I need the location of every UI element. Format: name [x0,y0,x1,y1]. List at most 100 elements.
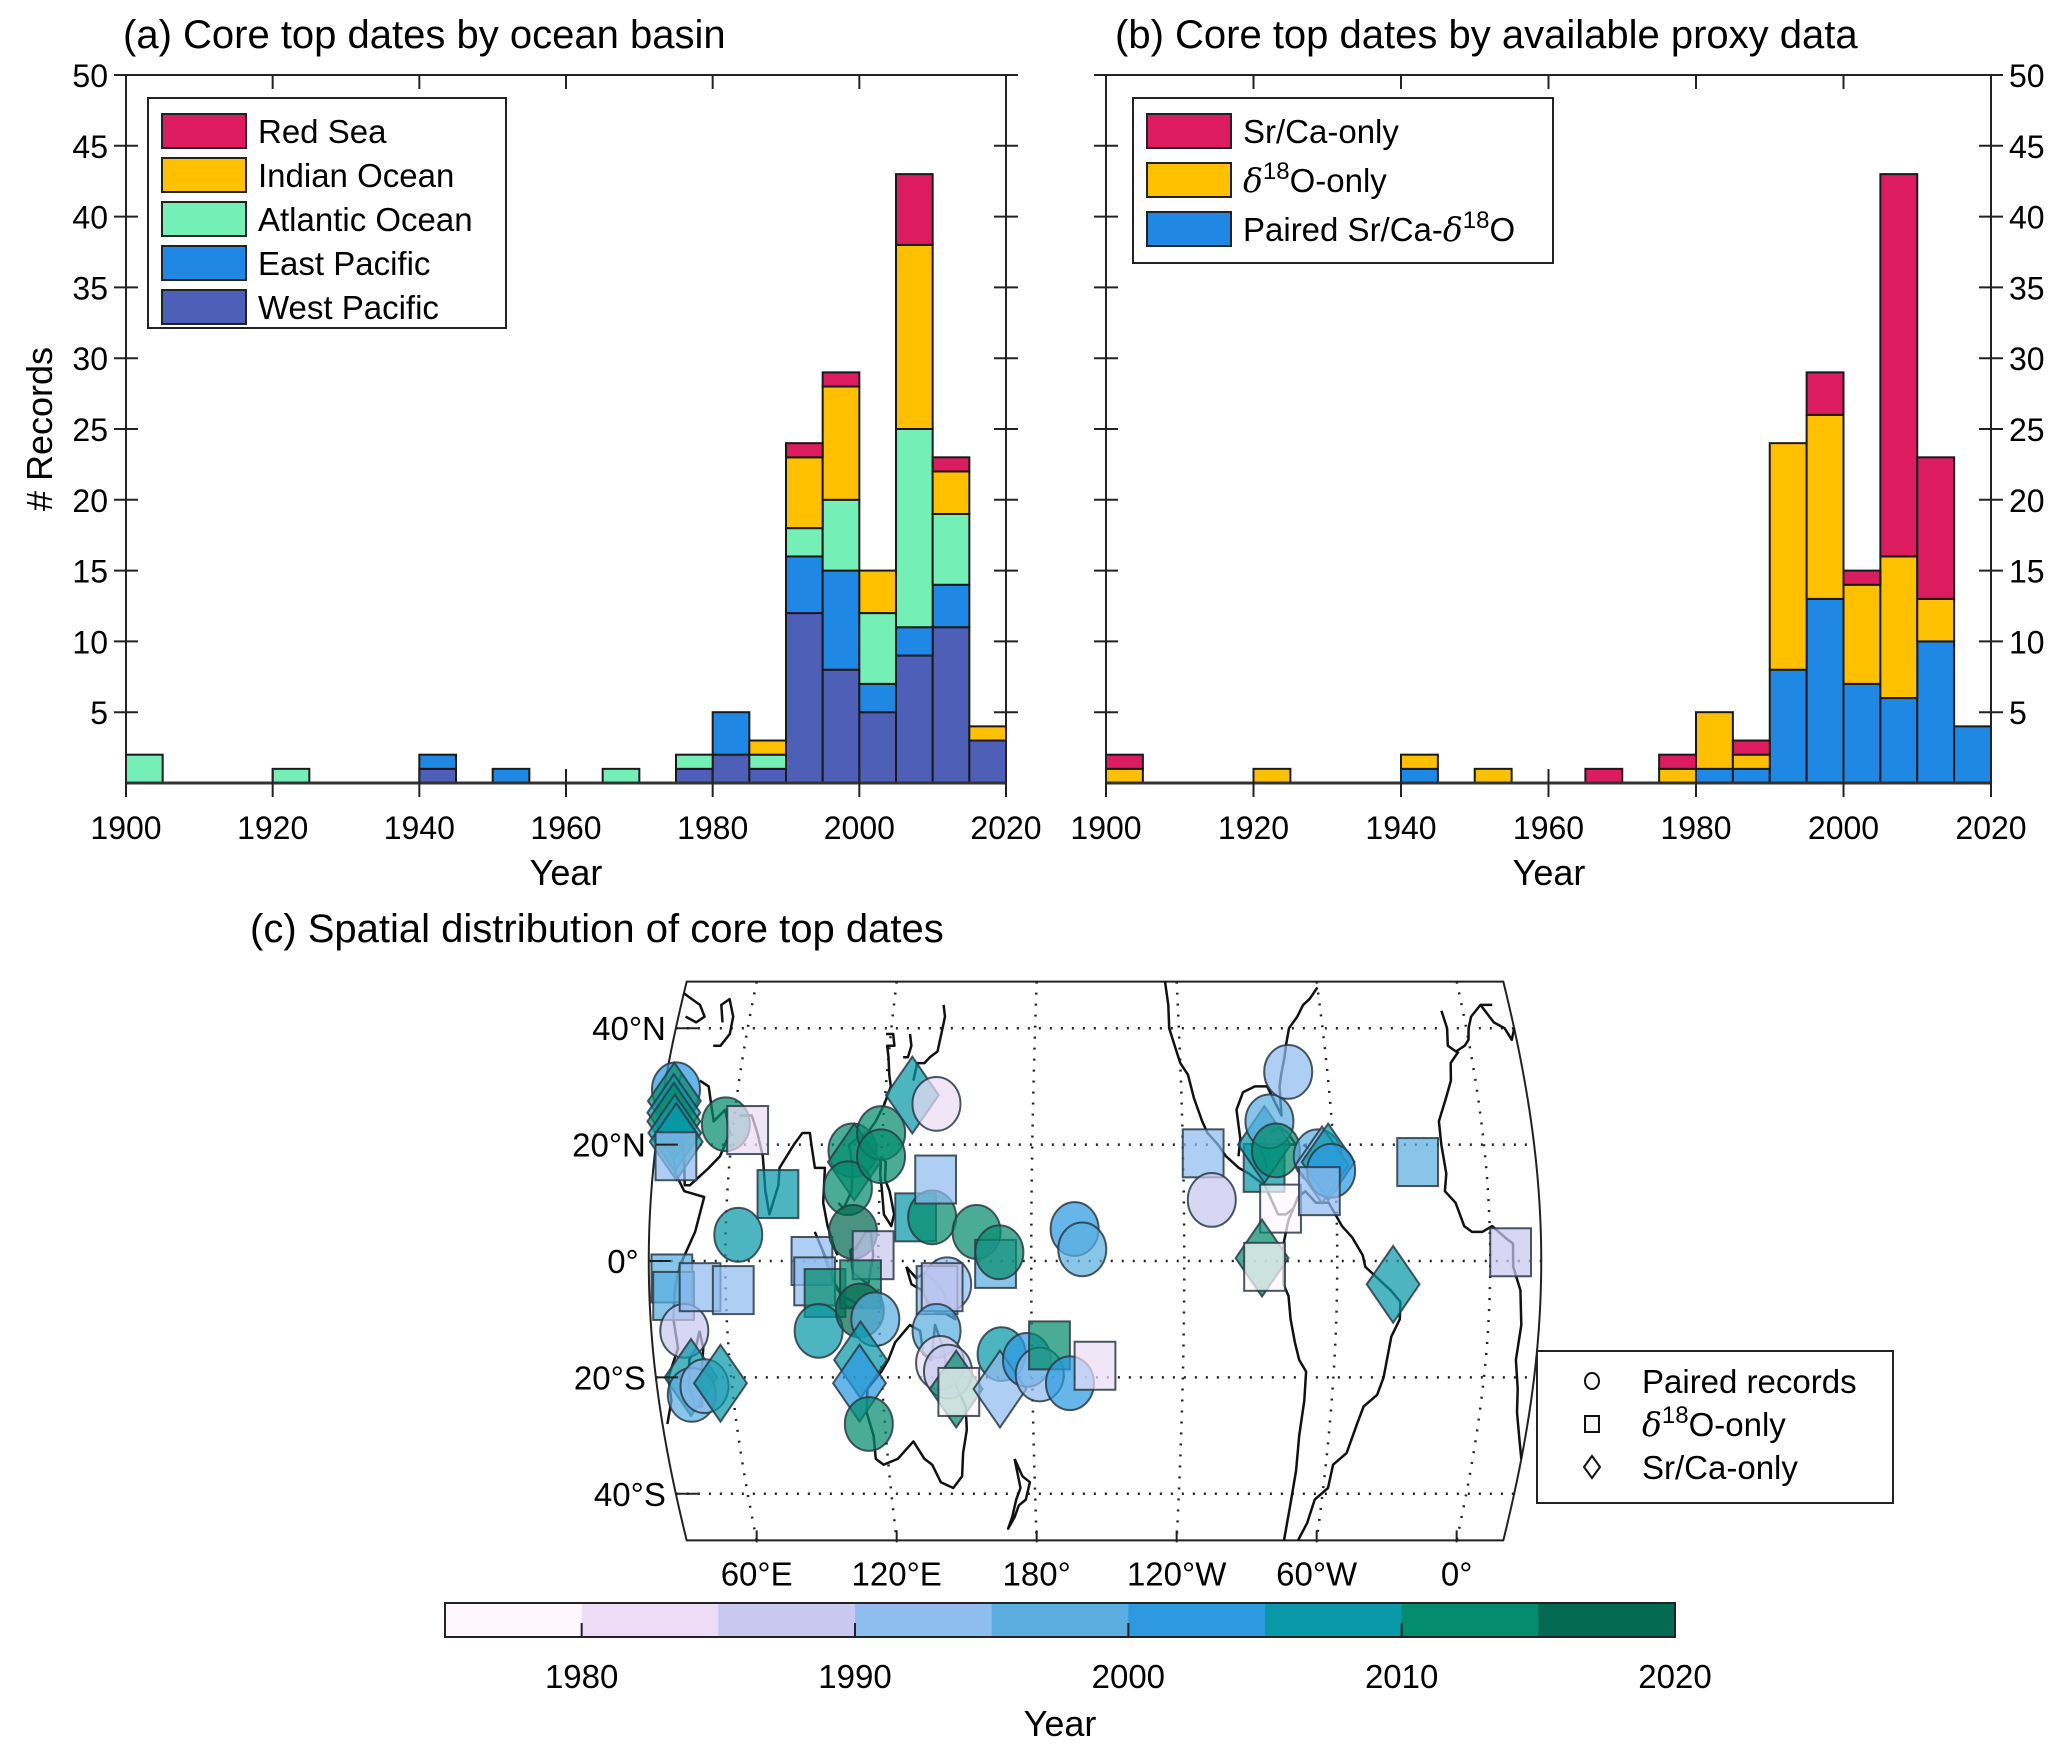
bar--18o-only-1985 [1731,753,1771,770]
colorbar-segment [1401,1603,1539,1637]
x-tick-label: 1900 [90,810,161,846]
y-tick-label: 25 [2009,412,2045,448]
legend-square-icon [1584,1415,1600,1433]
bar-red-sea-1990 [785,442,824,459]
bar-indian-ocean-2000 [858,569,897,615]
bar--18o-only-1900 [1105,767,1144,785]
panel-a-axes: 1900 1920 1940 1960 1980 2000 2020 5 10 15 20 25 30 3… [72,58,1041,846]
bar--18o-only-1920 [1252,767,1292,785]
lon-label: 120°W [1127,1555,1227,1592]
lon-label: 0° [1441,1555,1473,1592]
bar-atlantic-ocean-1990 [785,527,824,558]
bar-east-pacific-1940 [418,753,458,770]
point-d18o-only [1297,1166,1341,1217]
lat-label: 40°S [594,1476,666,1513]
panel-a-legend: Red Sea Indian Ocean Atlantic Ocean East Pa… [147,97,507,329]
bar-east-pacific-2010 [931,583,971,629]
x-tick-label: 2000 [824,810,895,846]
bar--18o-only-2005 [1879,555,1919,700]
bar-paired-sr-ca-18o-2010 [1916,640,1956,785]
point-d18o-only [711,1265,755,1316]
bar-west-pacific-1975 [675,767,714,785]
colorbar-segment [581,1603,719,1637]
y-tick-label: 20 [2009,483,2045,519]
y-tick-label: 35 [2009,270,2045,306]
bar-east-pacific-1995 [821,569,861,671]
x-tick-label: 1980 [677,810,748,846]
bar-east-pacific-1950 [491,767,531,785]
lon-label: 60°W [1276,1555,1358,1592]
legend-label: Paired Sr/Ca-δ18O [1243,207,1515,250]
x-tick-label: 1920 [1218,810,1289,846]
panel-b-xlabel: Year [1513,852,1586,893]
y-tick-label: 25 [72,412,108,448]
bar-west-pacific-2005 [895,654,934,784]
bar-sr-ca-only-2000 [1842,569,1882,586]
bar-sr-ca-only-1985 [1731,739,1771,756]
y-tick-label: 40 [2009,200,2045,236]
point-d18o-only [920,1262,964,1313]
y-tick-label: 5 [90,695,108,731]
bar-west-pacific-1980 [711,753,751,784]
point-d18o-only [726,1105,770,1156]
panel-b-axes: 1900 1920 1940 1960 1980 2000 2020 5 10 15 20 25 30 3… [1070,58,2044,846]
lon-label: 60°E [721,1555,793,1592]
x-tick-label: 1900 [1070,810,1141,846]
bar-atlantic-ocean-1920 [271,767,311,785]
legend-label: Sr/Ca-only [1243,113,1399,150]
legend-swatch [1146,211,1232,247]
map-points [646,1043,1533,1452]
colorbar-tick-label: 1980 [545,1658,618,1695]
point-srca-only [692,1343,749,1424]
panel-b-bars [1105,173,1992,785]
point-paired [974,1224,1025,1281]
panel-c: (c) Spatial distribution of core top dat… [250,907,1894,1744]
bar-west-pacific-2000 [858,711,897,785]
colorbar-segment [1128,1603,1266,1637]
point-srca-only [1365,1244,1421,1325]
legend-label: Indian Ocean [258,157,454,194]
bar-paired-sr-ca-18o-1990 [1768,668,1808,784]
x-tick-label: 1960 [530,810,601,846]
bar-sr-ca-only-1900 [1105,753,1144,770]
point-d18o-only [914,1154,958,1205]
bar-atlantic-ocean-2005 [895,428,934,629]
panel-b-legend: Sr/Ca-only δ18O-only Paired Sr/Ca-δ18O [1132,97,1554,264]
bar-east-pacific-1990 [785,555,824,615]
legend-swatch [1146,113,1232,149]
bar-paired-sr-ca-18o-1995 [1805,597,1845,784]
legend-swatch [1146,162,1232,198]
bar-indian-ocean-1985 [748,739,787,756]
x-tick-label: 1980 [1660,810,1731,846]
coastline-4 [903,1033,913,1059]
panel-a: (a) Core top dates by ocean basin 1900 19… [19,13,1042,893]
point-d18o-only [756,1169,800,1220]
bar-west-pacific-1985 [748,767,787,785]
legend-label: Atlantic Ocean [258,201,473,238]
coastline-12 [1006,1458,1032,1530]
bar-atlantic-ocean-1965 [601,767,641,785]
coastline-21 [1437,1050,1523,1460]
legend-swatch [161,289,247,325]
legend-box [1536,1350,1894,1504]
y-tick-label: 40 [72,200,108,236]
y-tick-label: 35 [72,270,108,306]
bar-sr-ca-only-2010 [1916,456,1956,600]
bar-atlantic-ocean-2000 [858,612,897,685]
point-d18o-only [1073,1340,1117,1391]
bar-east-pacific-2000 [858,682,897,714]
bar--18o-only-2010 [1916,597,1956,643]
bar-paired-sr-ca-18o-1985 [1731,767,1771,785]
bar-atlantic-ocean-1975 [675,753,714,770]
x-tick-label: 1940 [384,810,455,846]
x-tick-label: 1920 [237,810,308,846]
point-d18o-only [1259,1183,1302,1234]
point-d18o-only [654,1131,698,1182]
legend-swatch [161,245,247,281]
point-paired [1250,1122,1301,1179]
y-tick-label: 15 [2009,554,2045,590]
y-tick-label: 10 [72,624,108,660]
bar--18o-only-1980 [1695,711,1734,770]
bar--18o-only-1940 [1400,753,1439,770]
x-tick-label: 1960 [1513,810,1584,846]
